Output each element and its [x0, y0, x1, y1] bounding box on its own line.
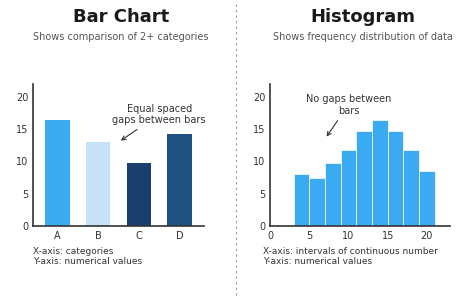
Bar — [46, 119, 70, 226]
Text: Equal spaced
gaps between bars: Equal spaced gaps between bars — [112, 104, 206, 140]
Text: Shows comparison of 2+ categories: Shows comparison of 2+ categories — [33, 32, 209, 42]
Text: X-axis: categories
Y-axis: numerical values: X-axis: categories Y-axis: numerical val… — [33, 247, 142, 266]
Bar — [356, 131, 372, 226]
Bar — [167, 134, 191, 226]
Bar — [294, 174, 310, 226]
Text: X-axis: intervals of continuous number
Y-axis: numerical values: X-axis: intervals of continuous number Y… — [263, 247, 438, 266]
Bar — [127, 163, 151, 226]
Text: Bar Chart: Bar Chart — [73, 8, 169, 26]
Bar — [372, 119, 388, 226]
Text: Shows frequency distribution of data: Shows frequency distribution of data — [273, 32, 453, 42]
Bar — [310, 178, 325, 226]
Bar — [388, 131, 403, 226]
Bar — [341, 150, 356, 226]
Bar — [325, 163, 341, 226]
Bar — [86, 142, 110, 226]
Text: Histogram: Histogram — [310, 8, 415, 26]
Bar — [419, 171, 435, 226]
Text: No gaps between
bars: No gaps between bars — [306, 94, 391, 136]
Bar — [403, 150, 419, 226]
